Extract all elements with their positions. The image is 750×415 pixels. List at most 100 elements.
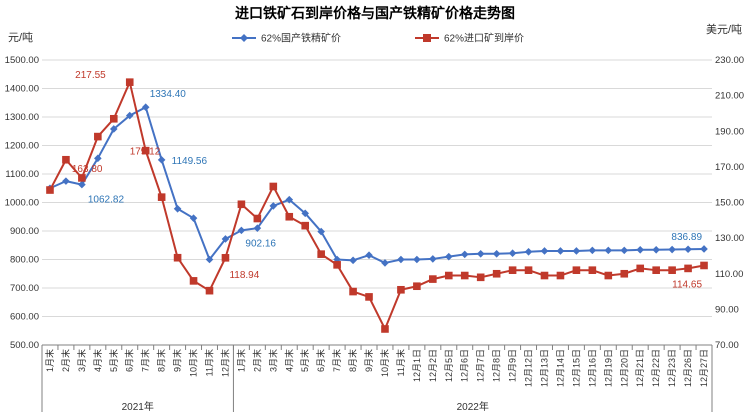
x-tick-label: 3月末 xyxy=(267,349,278,372)
y-right-tick: 150.00 xyxy=(715,198,744,209)
x-tick-label: 12月13日 xyxy=(540,349,550,387)
data-point xyxy=(668,245,676,254)
x-tick-label: 2月末 xyxy=(60,349,71,372)
data-point xyxy=(588,266,597,274)
data-point xyxy=(684,264,692,273)
year-label: 2022年 xyxy=(457,400,489,413)
data-point xyxy=(221,254,230,262)
x-tick-label: 12月27日 xyxy=(699,349,709,387)
data-point xyxy=(221,235,230,243)
data-label: 902.16 xyxy=(245,238,276,249)
x-tick-label: 7月末 xyxy=(140,349,151,372)
data-label: 1149.56 xyxy=(172,156,208,167)
data-point xyxy=(668,266,676,274)
data-point xyxy=(508,266,517,274)
x-tick-label: 12月23日 xyxy=(667,349,677,387)
data-label: 1062.82 xyxy=(88,195,125,206)
data-point xyxy=(349,256,357,265)
data-point xyxy=(365,251,373,260)
data-point xyxy=(205,255,214,264)
y-left-tick: 700.00 xyxy=(10,283,39,294)
data-point xyxy=(684,245,692,254)
data-point xyxy=(78,180,86,189)
data-point xyxy=(189,214,198,222)
data-point xyxy=(524,248,533,256)
data-point xyxy=(173,204,182,213)
data-point xyxy=(205,286,214,295)
data-point xyxy=(62,177,70,185)
data-point xyxy=(301,209,310,218)
y-right-tick: 170.00 xyxy=(715,162,744,173)
data-point xyxy=(253,214,262,223)
data-label: 179.12 xyxy=(130,147,161,158)
data-point xyxy=(700,245,708,253)
data-point xyxy=(652,266,660,274)
data-point xyxy=(492,250,501,258)
x-tick-label: 2月末 xyxy=(251,349,262,372)
series-line-1 xyxy=(49,106,705,264)
data-point xyxy=(508,249,517,258)
x-tick-label: 9月末 xyxy=(172,349,183,372)
data-label: 836.89 xyxy=(671,232,702,243)
x-tick-label: 5月末 xyxy=(108,349,119,372)
data-point xyxy=(620,269,629,278)
x-tick-label: 1月末 xyxy=(44,349,55,372)
data-point xyxy=(604,271,613,280)
y-left-tick: 1400.00 xyxy=(5,84,39,95)
x-tick-label: 12月6日 xyxy=(460,349,470,382)
y-right-tick: 90.00 xyxy=(715,304,739,315)
y-left-tick: 1300.00 xyxy=(5,112,39,123)
data-label: 114.65 xyxy=(672,279,702,290)
data-point xyxy=(700,261,708,270)
data-point xyxy=(94,154,102,163)
data-point xyxy=(237,200,246,209)
legend-marker-1 xyxy=(240,34,248,42)
data-point xyxy=(94,132,102,141)
data-point xyxy=(381,325,389,333)
data-point xyxy=(173,253,182,262)
x-tick-label: 12月2日 xyxy=(428,349,438,382)
x-tick-label: 12月8日 xyxy=(492,349,502,382)
data-point xyxy=(636,246,645,254)
data-point xyxy=(476,273,485,282)
x-tick-label: 12月14日 xyxy=(555,349,565,387)
legend-label-1: 62%国产铁精矿价 xyxy=(261,32,341,45)
x-tick-label: 6月末 xyxy=(315,349,326,372)
x-tick-label: 12月26日 xyxy=(683,349,693,387)
x-tick-label: 4月末 xyxy=(283,349,294,372)
series-line-2 xyxy=(49,81,705,330)
data-point xyxy=(524,266,533,274)
data-point xyxy=(429,255,437,263)
x-tick-label: 12月5日 xyxy=(444,349,454,382)
data-point xyxy=(572,266,581,274)
data-point xyxy=(381,259,389,267)
x-tick-label: 1月末 xyxy=(235,349,246,372)
data-point xyxy=(652,246,660,254)
y-right-tick: 110.00 xyxy=(715,269,743,280)
data-point xyxy=(141,146,150,155)
x-tick-label: 3月末 xyxy=(76,349,87,372)
data-point xyxy=(636,264,645,273)
data-point xyxy=(285,195,294,204)
x-tick-label: 12月7日 xyxy=(476,349,486,382)
x-tick-label: 4月末 xyxy=(92,349,103,372)
y-left-tick: 1200.00 xyxy=(5,141,39,152)
data-point xyxy=(429,275,437,283)
data-point xyxy=(572,247,581,255)
x-tick-label: 11月末 xyxy=(395,349,406,376)
data-point xyxy=(620,246,629,255)
data-point xyxy=(333,261,341,269)
data-point xyxy=(556,271,565,280)
data-label: 163.80 xyxy=(72,164,103,175)
data-point xyxy=(78,174,86,182)
y-left-tick: 900.00 xyxy=(10,226,39,237)
data-point xyxy=(556,247,565,255)
data-point xyxy=(317,250,325,258)
data-point xyxy=(301,221,310,230)
data-point xyxy=(588,246,597,255)
chart-title: 进口铁矿石到岸价格与国产铁精矿价格走势图 xyxy=(235,5,515,21)
y-right-tick: 230.00 xyxy=(715,55,744,66)
x-tick-label: 8月末 xyxy=(347,349,358,372)
